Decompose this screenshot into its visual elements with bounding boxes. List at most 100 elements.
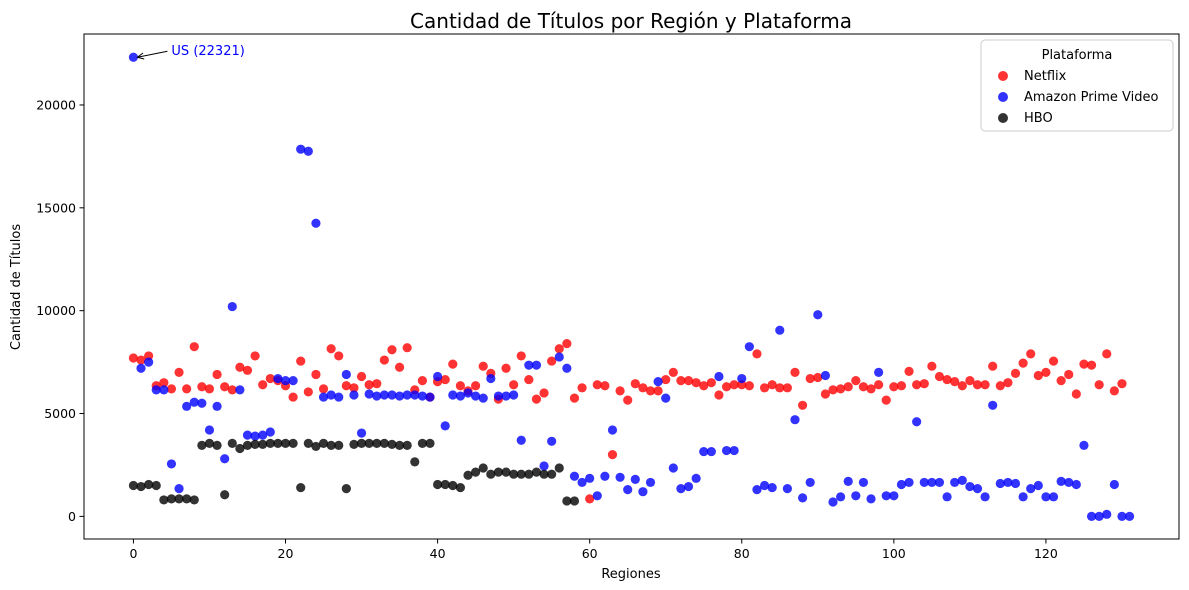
point-netflix bbox=[227, 385, 237, 395]
point-netflix bbox=[212, 369, 222, 380]
point-netflix bbox=[851, 376, 861, 386]
point-amazon-prime-video bbox=[387, 390, 397, 400]
point-hbo bbox=[273, 438, 283, 448]
point-hbo bbox=[204, 438, 215, 448]
point-hbo bbox=[554, 463, 564, 473]
point-netflix bbox=[349, 383, 359, 393]
point-amazon-prime-video bbox=[1102, 509, 1112, 519]
point-netflix bbox=[790, 367, 800, 377]
point-hbo bbox=[144, 479, 154, 490]
point-netflix bbox=[478, 361, 488, 371]
point-hbo bbox=[448, 480, 458, 491]
point-amazon-prime-video bbox=[995, 478, 1005, 489]
point-netflix bbox=[1094, 380, 1104, 390]
point-hbo bbox=[250, 439, 260, 449]
point-amazon-prime-video bbox=[980, 492, 990, 502]
point-hbo bbox=[394, 440, 405, 451]
point-netflix bbox=[250, 351, 260, 361]
point-netflix bbox=[128, 353, 139, 363]
point-amazon-prime-video bbox=[425, 392, 435, 402]
x-tick-label: 20 bbox=[278, 546, 294, 561]
point-netflix bbox=[1056, 376, 1066, 386]
point-amazon-prime-video bbox=[1109, 479, 1119, 490]
point-hbo bbox=[569, 496, 580, 506]
point-netflix bbox=[1018, 358, 1028, 368]
point-netflix bbox=[1086, 360, 1097, 370]
plot-frame bbox=[83, 33, 1180, 540]
x-tick-label: 0 bbox=[129, 546, 137, 561]
point-amazon-prime-video bbox=[440, 421, 450, 431]
point-netflix bbox=[950, 377, 960, 387]
point-hbo bbox=[387, 439, 397, 449]
point-amazon-prime-video bbox=[858, 477, 869, 488]
point-amazon-prime-video bbox=[645, 477, 656, 488]
point-hbo bbox=[197, 440, 207, 451]
point-amazon-prime-video bbox=[919, 477, 929, 488]
point-hbo bbox=[410, 457, 420, 467]
point-hbo bbox=[562, 496, 572, 506]
point-netflix bbox=[995, 381, 1005, 391]
point-amazon-prime-video bbox=[767, 482, 777, 493]
point-amazon-prime-video bbox=[1071, 479, 1081, 490]
point-hbo bbox=[341, 484, 351, 494]
point-amazon-prime-video bbox=[273, 373, 283, 384]
point-amazon-prime-video bbox=[394, 391, 405, 401]
point-amazon-prime-video bbox=[828, 497, 838, 507]
point-netflix bbox=[440, 374, 450, 385]
point-amazon-prime-video bbox=[927, 477, 937, 488]
point-amazon-prime-video bbox=[592, 491, 602, 501]
point-amazon-prime-video bbox=[280, 376, 291, 386]
point-hbo bbox=[425, 438, 435, 448]
point-netflix bbox=[988, 361, 998, 371]
point-netflix bbox=[615, 386, 625, 396]
point-hbo bbox=[212, 440, 222, 451]
x-tick-label: 120 bbox=[1034, 546, 1058, 561]
point-netflix bbox=[957, 381, 967, 391]
point-hbo bbox=[349, 439, 359, 449]
point-amazon-prime-video bbox=[805, 477, 815, 488]
point-netflix bbox=[455, 381, 466, 391]
point-amazon-prime-video bbox=[972, 484, 983, 494]
point-amazon-prime-video bbox=[1041, 492, 1051, 502]
legend-marker-netflix bbox=[998, 71, 1008, 81]
point-hbo bbox=[280, 438, 291, 448]
point-netflix bbox=[387, 345, 397, 355]
point-hbo bbox=[417, 438, 427, 448]
x-tick-label: 100 bbox=[882, 546, 906, 561]
x-tick-label: 60 bbox=[582, 546, 598, 561]
point-netflix bbox=[706, 378, 716, 388]
point-hbo bbox=[501, 467, 511, 477]
point-netflix bbox=[805, 373, 815, 384]
point-netflix bbox=[189, 342, 199, 352]
point-amazon-prime-video bbox=[349, 390, 359, 400]
point-hbo bbox=[242, 440, 253, 451]
point-amazon-prime-video bbox=[638, 487, 648, 497]
point-netflix bbox=[1033, 370, 1043, 381]
point-hbo bbox=[402, 440, 412, 451]
point-amazon-prime-video bbox=[752, 485, 762, 495]
point-hbo bbox=[364, 438, 374, 448]
point-amazon-prime-video bbox=[364, 389, 374, 399]
point-amazon-prime-video bbox=[668, 463, 678, 473]
point-netflix bbox=[630, 379, 640, 389]
point-netflix bbox=[417, 376, 427, 386]
point-netflix bbox=[942, 374, 952, 385]
point-amazon-prime-video bbox=[144, 357, 154, 367]
y-axis-ticks: 0 5000 10000 15000 20000 bbox=[36, 97, 84, 524]
point-netflix bbox=[828, 385, 838, 395]
point-amazon-prime-video bbox=[615, 472, 625, 482]
point-netflix bbox=[402, 343, 412, 353]
point-hbo bbox=[326, 440, 336, 451]
point-netflix bbox=[623, 395, 633, 405]
point-netflix bbox=[1071, 389, 1081, 399]
x-tick-label: 80 bbox=[734, 546, 750, 561]
point-amazon-prime-video bbox=[227, 301, 237, 312]
point-netflix bbox=[394, 362, 405, 372]
point-hbo bbox=[516, 469, 526, 479]
point-amazon-prime-video bbox=[334, 392, 344, 402]
y-tick-label: 20000 bbox=[36, 97, 76, 112]
point-amazon-prime-video bbox=[699, 446, 709, 457]
point-netflix bbox=[136, 355, 146, 365]
point-hbo bbox=[182, 494, 192, 504]
annotation: US (22321) bbox=[136, 44, 245, 60]
